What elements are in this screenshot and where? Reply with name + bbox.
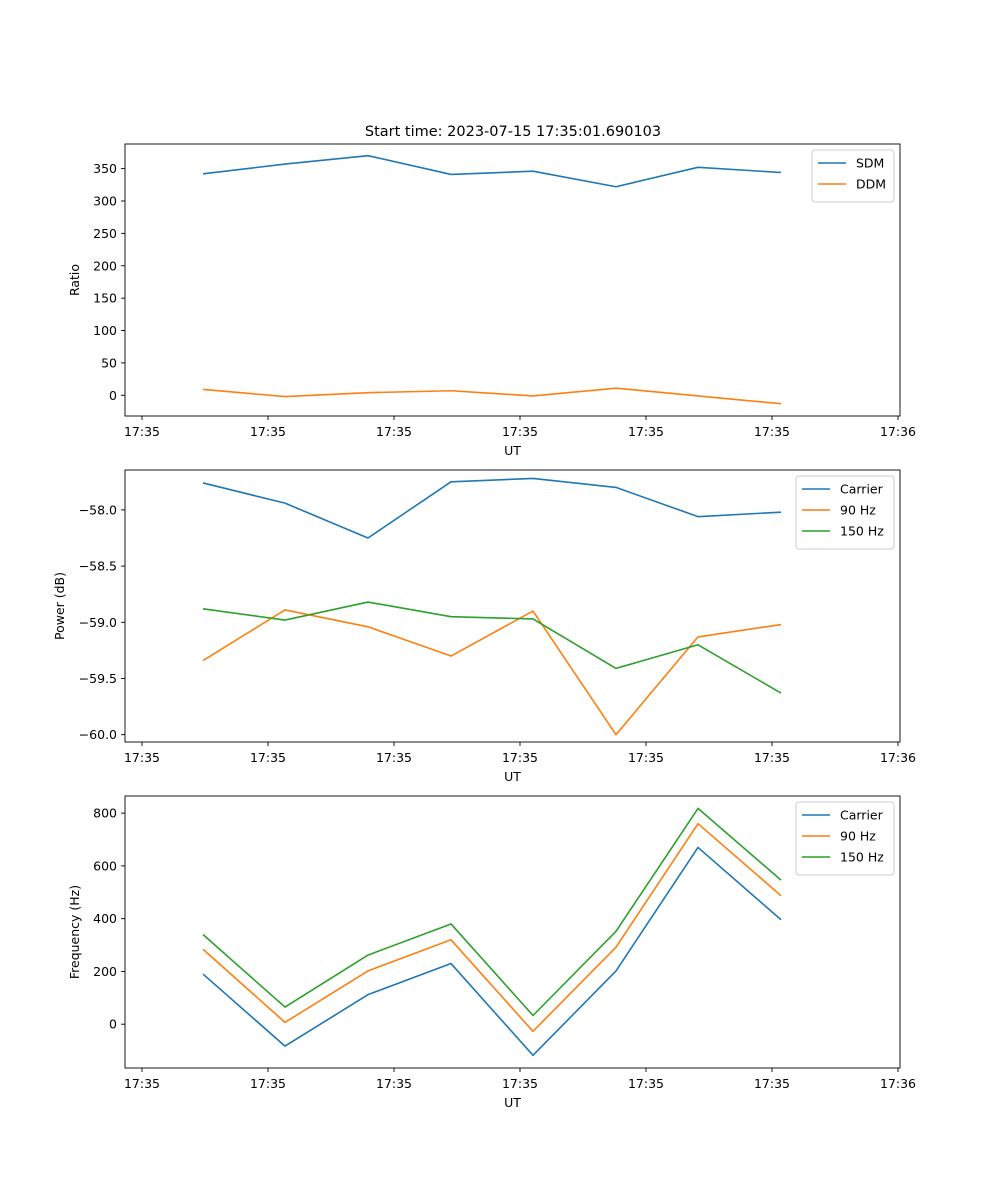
y-axis-label: Ratio <box>67 264 82 296</box>
x-tick-label: 17:35 <box>250 424 286 439</box>
x-tick-label: 17:35 <box>124 1076 160 1091</box>
axes-frame <box>124 143 901 417</box>
x-tick-label: 17:35 <box>376 424 412 439</box>
legend: Carrier 90 Hz 150 Hz <box>795 801 895 876</box>
series-line-ddm <box>202 387 782 405</box>
series-line-carrier <box>202 477 782 539</box>
panel-ratio: 17:35 17:35 17:35 17:35 17:35 17:35 17:36 UT 0 50… <box>67 143 916 458</box>
legend-label: 90 Hz <box>840 829 876 844</box>
x-tick-label: 17:35 <box>502 750 538 765</box>
panel-frequency: 17:35 17:35 17:35 17:35 17:35 17:35 17:36 UT 0 20… <box>67 795 916 1110</box>
legend-label: 90 Hz <box>840 503 876 518</box>
series-line-sdm <box>202 154 782 188</box>
y-tick-label: 0 <box>109 388 117 403</box>
series-line-carrier <box>202 846 782 1057</box>
x-tick-label: 17:35 <box>250 750 286 765</box>
y-tick-label: 150 <box>93 291 117 306</box>
axes-frame <box>124 795 901 1069</box>
legend: SDM DDM <box>811 149 895 203</box>
x-tick-label: 17:35 <box>250 1076 286 1091</box>
x-tick-label: 17:35 <box>628 424 664 439</box>
x-axis: 17:35 17:35 17:35 17:35 17:35 17:35 17:36 UT <box>124 1068 916 1110</box>
y-tick-label: 300 <box>93 193 117 208</box>
y-tick-label: 350 <box>93 161 117 176</box>
y-tick-label: 50 <box>101 355 117 370</box>
x-axis-label: UT <box>504 443 521 458</box>
x-tick-label: 17:35 <box>628 750 664 765</box>
x-tick-label: 17:35 <box>124 750 160 765</box>
y-tick-label: −59.0 <box>79 615 117 630</box>
y-axis: 0 200 400 600 800 Frequency (Hz) <box>67 806 125 1032</box>
x-tick-label: 17:35 <box>754 424 790 439</box>
x-tick-label: 17:36 <box>880 750 916 765</box>
axes-frame <box>124 469 901 743</box>
legend-label: Carrier <box>840 482 884 497</box>
series-line-90-hz <box>202 822 782 1033</box>
x-axis: 17:35 17:35 17:35 17:35 17:35 17:35 17:36 UT <box>124 416 916 458</box>
y-tick-label: 200 <box>93 258 117 273</box>
y-tick-label: 250 <box>93 226 117 241</box>
x-tick-label: 17:35 <box>124 424 160 439</box>
x-tick-label: 17:36 <box>880 1076 916 1091</box>
panel-power: 17:35 17:35 17:35 17:35 17:35 17:35 17:36 UT −58… <box>52 469 916 784</box>
y-tick-label: 600 <box>93 858 117 873</box>
series-line-90-hz <box>202 609 782 736</box>
legend: Carrier 90 Hz 150 Hz <box>795 475 895 550</box>
legend-label: 150 Hz <box>840 850 884 865</box>
legend-label: 150 Hz <box>840 524 884 539</box>
x-axis-label: UT <box>504 769 521 784</box>
x-tick-label: 17:35 <box>754 750 790 765</box>
x-tick-label: 17:36 <box>880 424 916 439</box>
y-tick-label: −58.5 <box>79 559 117 574</box>
y-axis: −58.0 −58.5 −59.0 −59.5 −60.0 Power (dB) <box>52 502 125 742</box>
y-tick-label: 100 <box>93 323 117 338</box>
y-tick-label: 400 <box>93 911 117 926</box>
x-tick-label: 17:35 <box>502 424 538 439</box>
y-tick-label: 200 <box>93 964 117 979</box>
y-tick-label: 0 <box>109 1017 117 1032</box>
series-line-150-hz <box>202 807 782 1017</box>
x-axis-label: UT <box>504 1095 521 1110</box>
x-tick-label: 17:35 <box>502 1076 538 1091</box>
y-axis: 0 50 100 150 200 250 300 350 Ratio <box>67 161 125 403</box>
x-tick-label: 17:35 <box>376 750 412 765</box>
y-axis-label: Frequency (Hz) <box>67 885 82 979</box>
y-axis-label: Power (dB) <box>52 572 67 640</box>
figure-title: Start time: 2023-07-15 17:35:01.690103 <box>365 124 661 140</box>
y-tick-label: −58.0 <box>79 502 117 517</box>
legend-label: Carrier <box>840 808 884 823</box>
y-tick-label: 800 <box>93 806 117 821</box>
y-tick-label: −59.5 <box>79 671 117 686</box>
x-tick-label: 17:35 <box>754 1076 790 1091</box>
legend-label: SDM <box>856 156 884 171</box>
y-tick-label: −60.0 <box>79 727 117 742</box>
series-line-150-hz <box>202 601 782 694</box>
legend-label: DDM <box>856 177 886 192</box>
x-axis: 17:35 17:35 17:35 17:35 17:35 17:35 17:36 UT <box>124 742 916 784</box>
x-tick-label: 17:35 <box>376 1076 412 1091</box>
x-tick-label: 17:35 <box>628 1076 664 1091</box>
